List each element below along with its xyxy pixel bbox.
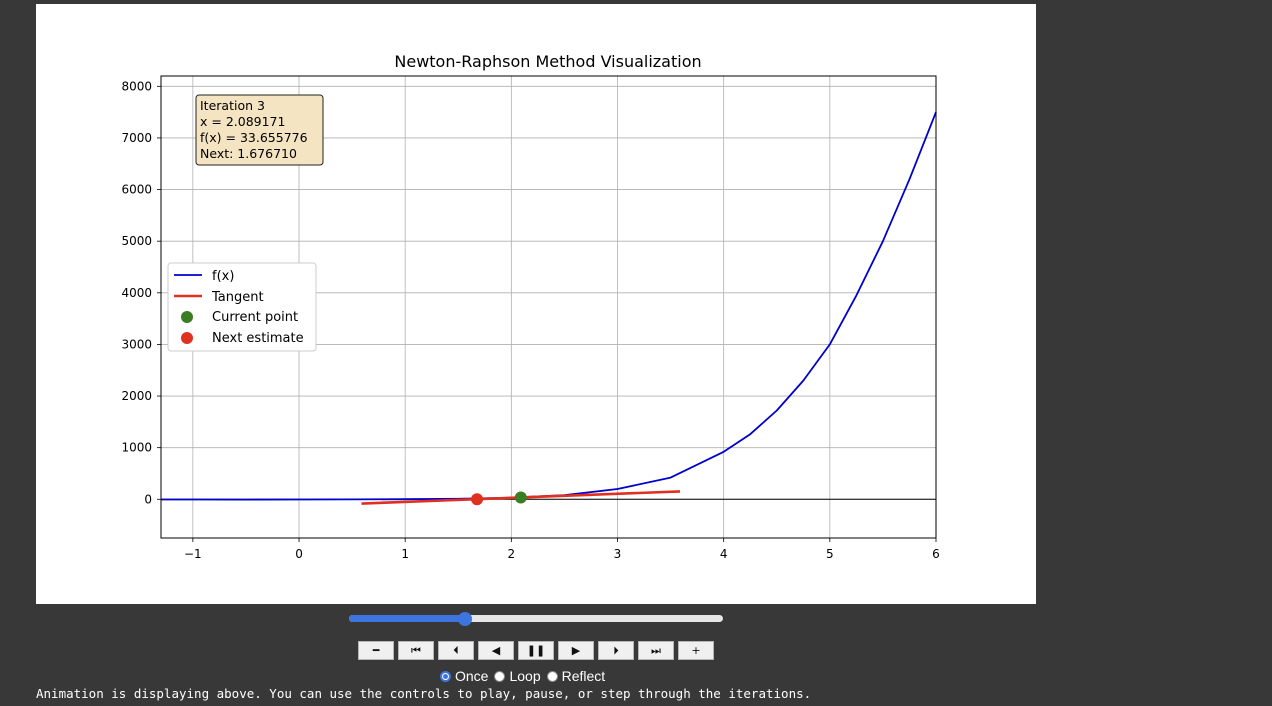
radio-reflect[interactable] (546, 670, 558, 682)
series-next-estimate-point (471, 493, 484, 506)
x-tick-label: 6 (932, 547, 940, 561)
loop-mode-group: Once Loop Reflect (440, 668, 611, 684)
y-tick-label: 7000 (121, 131, 152, 145)
x-tick-label: 2 (508, 547, 516, 561)
legend-label-tangent: Tangent (211, 290, 264, 305)
mode-label: Loop (509, 668, 541, 684)
x-tick-label: 3 (614, 547, 622, 561)
y-tick-label: 5000 (121, 234, 152, 248)
next-frame-button[interactable]: ⏵ (598, 641, 634, 660)
play-button[interactable]: ▶ (558, 641, 594, 660)
slider-thumb[interactable] (457, 612, 472, 626)
x-tick-label: 4 (720, 547, 728, 561)
status-text: Animation is displaying above. You can u… (36, 686, 812, 701)
info-iteration: Iteration 3 (200, 98, 265, 113)
y-tick-label: 4000 (121, 286, 152, 300)
decrease-speed-button[interactable]: ━ (358, 641, 394, 660)
x-tick-label: 5 (826, 547, 834, 561)
y-tick-label: 8000 (121, 79, 152, 93)
info-x-value: x = 2.089171 (200, 114, 285, 129)
radio-once[interactable] (440, 670, 451, 682)
y-tick-label: 0 (144, 492, 152, 506)
last-frame-button[interactable]: ⏭ (638, 641, 674, 660)
legend-label-fx: f(x) (212, 269, 234, 284)
legend-swatch-current-point (181, 311, 193, 323)
radio-loop[interactable] (494, 670, 506, 682)
frame-slider[interactable] (349, 612, 723, 626)
legend-label-next-estimate: Next estimate (212, 331, 304, 346)
figure-canvas: Newton-Raphson Method Visualization −1 0 1… (36, 4, 1036, 604)
y-tick-label: 1000 (121, 441, 152, 455)
mode-reflect-option[interactable]: Reflect (546, 668, 606, 684)
slider-track[interactable] (349, 615, 723, 622)
slider-fill (349, 615, 465, 622)
mode-once-option[interactable]: Once (440, 668, 488, 684)
pause-button[interactable]: ❚❚ (518, 641, 554, 660)
legend-swatch-next-estimate (181, 332, 193, 344)
mode-label: Once (455, 668, 489, 684)
legend-label-current-point: Current point (212, 310, 298, 325)
chart: Newton-Raphson Method Visualization −1 0 1… (121, 52, 940, 561)
series-f-x-line (161, 111, 937, 501)
plot-frame (160, 75, 937, 539)
first-frame-button[interactable]: ⏮ (398, 641, 434, 660)
series-current-point-point (514, 491, 527, 504)
info-next-estimate: Next: 1.676710 (200, 146, 297, 161)
y-tick-label: 2000 (121, 389, 152, 403)
chart-title: Newton-Raphson Method Visualization (394, 52, 701, 71)
info-box: Iteration 3 x = 2.089171 f(x) = 33.65577… (195, 94, 324, 166)
legend: f(x) Tangent Current point Next estimate (167, 262, 317, 352)
increase-speed-button[interactable]: + (678, 641, 714, 660)
y-tick-label: 3000 (121, 337, 152, 351)
mode-loop-option[interactable]: Loop (494, 668, 541, 684)
play-reverse-button[interactable]: ◀ (478, 641, 514, 660)
mode-label: Reflect (561, 668, 606, 684)
previous-frame-button[interactable]: ⏴ (438, 641, 474, 660)
x-tick-label: 1 (401, 547, 409, 561)
x-tick-label: 0 (295, 547, 303, 561)
info-fx-value: f(x) = 33.655776 (200, 130, 308, 145)
x-tick-label: −1 (184, 547, 202, 561)
y-tick-label: 6000 (121, 183, 152, 197)
